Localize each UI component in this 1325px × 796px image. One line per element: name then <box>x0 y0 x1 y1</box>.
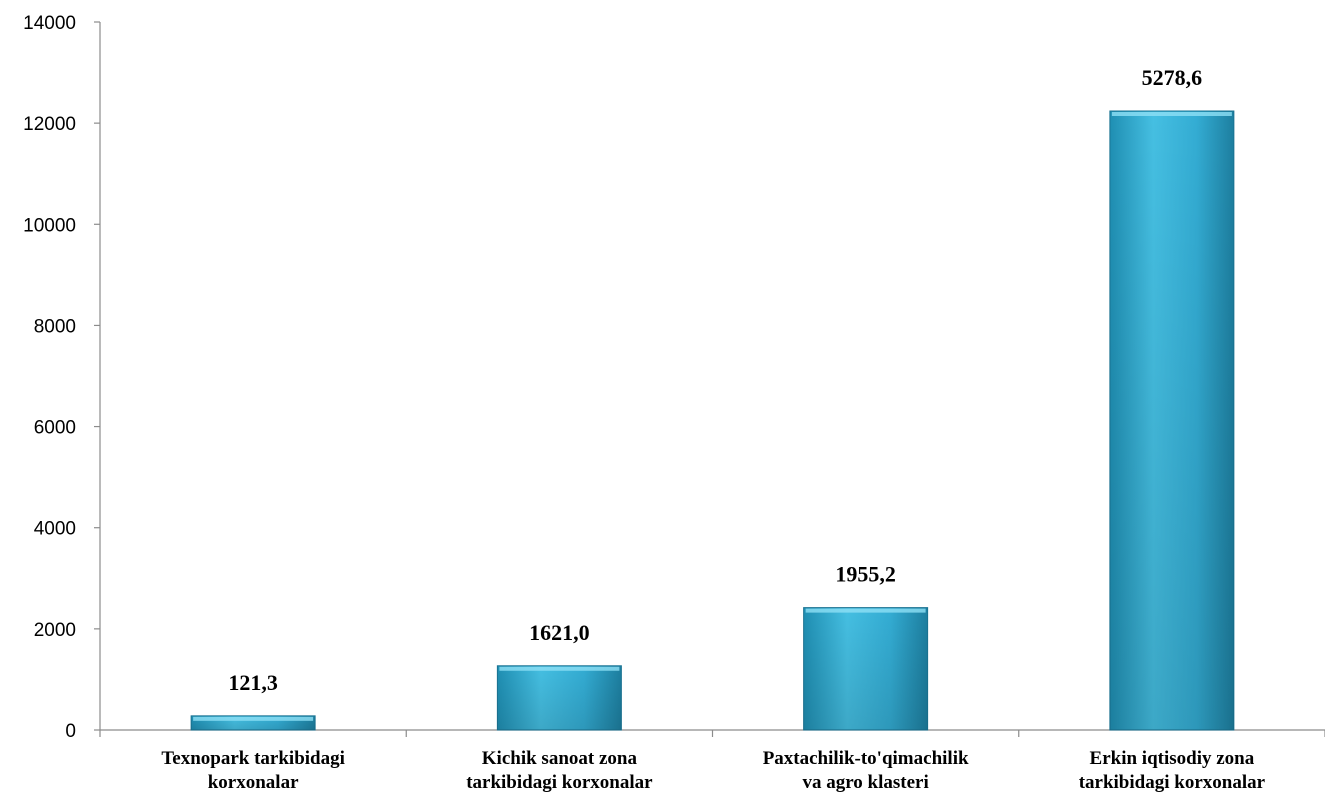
category-label: Texnopark tarkibidagi <box>161 748 345 769</box>
data-label: 5278,6 <box>1142 65 1203 90</box>
data-label: 1955,2 <box>835 562 896 587</box>
bar-shade <box>1109 111 1234 730</box>
bar-2 <box>496 665 622 731</box>
category-label: Paxtachilik-to'qimachilik <box>763 748 969 769</box>
y-tick-label: 0 <box>65 721 76 742</box>
bar-highlight <box>193 716 314 721</box>
labels-group: 121,3 Texnopark tarkibidagi korxonalar 1621… <box>161 65 1265 793</box>
category-label: korxonalar <box>208 772 299 793</box>
bar-3 <box>803 607 929 731</box>
bar-1 <box>190 715 316 731</box>
bar-4 <box>1109 110 1235 731</box>
data-label: 121,3 <box>228 670 278 695</box>
category-label: tarkibidagi korxonalar <box>1079 772 1266 793</box>
bar-shade <box>497 665 622 730</box>
bar-highlight <box>1111 112 1232 117</box>
bar-shade <box>803 607 928 730</box>
data-label: 1621,0 <box>529 620 590 645</box>
category-label: tarkibidagi korxonalar <box>466 772 653 793</box>
y-tick-label: 10000 <box>23 215 76 236</box>
y-tick-label: 2000 <box>34 620 76 641</box>
bars-group <box>190 110 1235 731</box>
y-tick-label: 4000 <box>34 519 76 540</box>
bar-highlight <box>805 608 926 613</box>
y-tick-label: 6000 <box>34 418 76 439</box>
category-label: Erkin iqtisodiy zona <box>1090 748 1255 769</box>
bar-highlight <box>499 666 620 671</box>
y-tick-label: 8000 <box>34 316 76 337</box>
category-label: Kichik sanoat zona <box>482 748 638 769</box>
y-tick-label: 14000 <box>23 13 76 34</box>
category-label: va agro klasteri <box>802 772 928 793</box>
y-tick-label: 12000 <box>23 114 76 135</box>
